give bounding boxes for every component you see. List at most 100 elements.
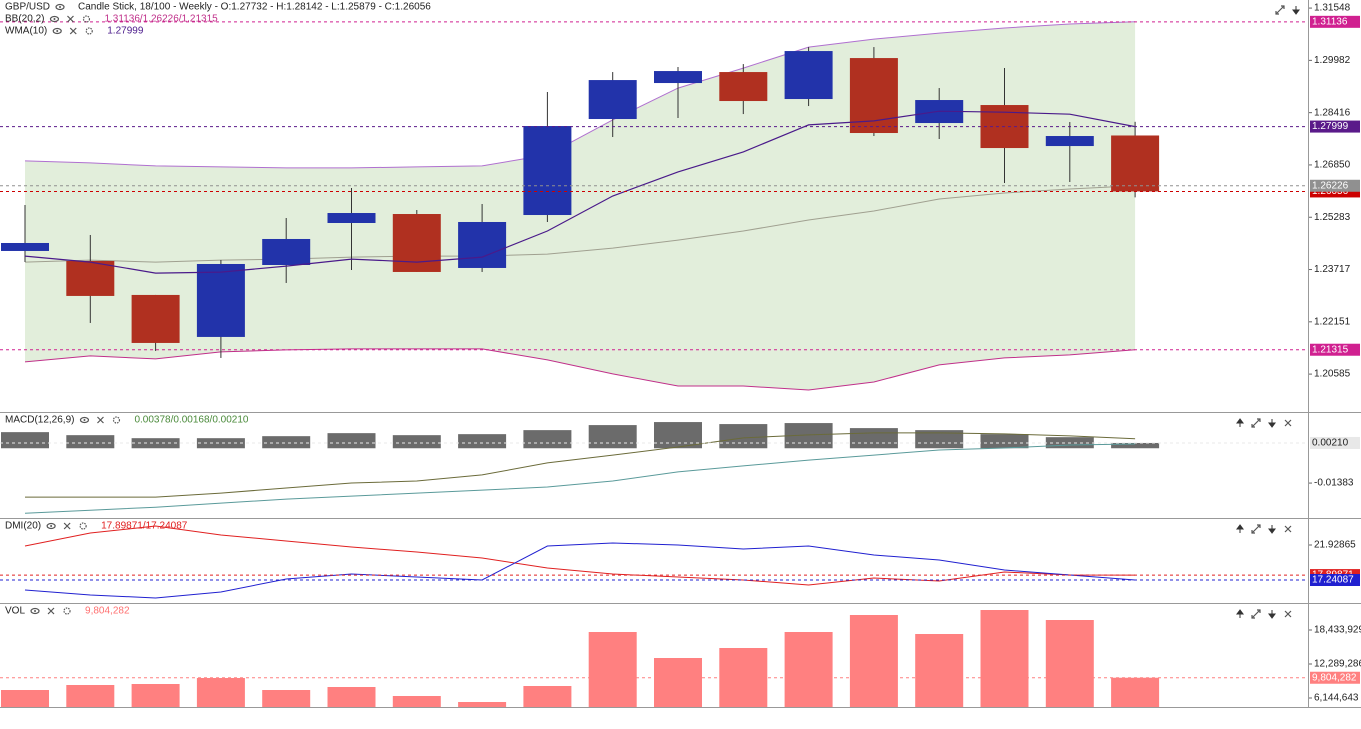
pane-label: DMI(20) <box>5 521 41 532</box>
up-shape <box>1236 609 1244 618</box>
volume-bar <box>327 686 376 707</box>
pane-value: 1.27999 <box>107 26 144 37</box>
y-tick-label: 1.25283 <box>1314 212 1351 223</box>
volume-bar <box>588 632 637 707</box>
candle-body <box>66 260 115 296</box>
histogram-bar <box>458 434 507 449</box>
icon-gear[interactable] <box>79 522 87 530</box>
y-tick-label: 18,433,929 <box>1314 625 1361 636</box>
pane-value: 1.31136/1.26226/1.21315 <box>104 14 218 25</box>
icon-close[interactable] <box>67 15 74 23</box>
histogram-bar <box>327 433 376 449</box>
marker-label: 9,804,282 <box>1312 672 1357 683</box>
eye-shape <box>79 416 90 424</box>
icon-expand[interactable] <box>1251 418 1261 428</box>
eye-pupil <box>34 610 37 612</box>
icon-down[interactable] <box>1268 419 1276 428</box>
icon-gear[interactable] <box>63 607 71 615</box>
icon-up[interactable] <box>1236 609 1244 618</box>
candle-body <box>327 213 376 223</box>
volume-bar <box>1045 620 1094 707</box>
candle-body <box>1045 136 1094 147</box>
volume-bar <box>392 696 441 707</box>
histogram-bar <box>849 428 898 449</box>
eye-shape <box>55 3 65 11</box>
down-shape <box>1268 419 1276 428</box>
close-shape <box>1284 610 1292 618</box>
marker-label: 1.21315 <box>1312 344 1349 355</box>
candle-body <box>392 214 441 272</box>
gear-shape <box>79 522 87 530</box>
volume-bar <box>523 686 572 707</box>
y-tick-label: 1.22151 <box>1314 316 1351 327</box>
icon-eye[interactable] <box>46 522 56 530</box>
expand-shape <box>1251 524 1261 534</box>
pane-label: VOL <box>5 606 25 617</box>
eye-pupil <box>53 18 56 20</box>
icon-close[interactable] <box>1284 525 1292 533</box>
icon-eye[interactable] <box>30 607 40 615</box>
y-tick-label: 6,144,643 <box>1314 693 1359 704</box>
icon-up[interactable] <box>1236 524 1244 533</box>
gear-shape <box>63 607 71 615</box>
volume-bar <box>196 678 245 707</box>
close-shape <box>1284 419 1292 427</box>
volume-bar <box>262 690 311 707</box>
histogram-bar <box>131 438 180 449</box>
gear-shape <box>82 15 91 23</box>
icon-close[interactable] <box>1284 610 1292 618</box>
pane-value: 17.89871/17.24087 <box>101 521 188 532</box>
icon-eye[interactable] <box>49 15 60 23</box>
marker-box <box>1310 343 1360 356</box>
volume-bar <box>131 683 180 707</box>
pane-label: MACD(12,26,9) <box>5 415 74 426</box>
candle-body <box>1 242 49 251</box>
icon-expand[interactable] <box>1275 5 1285 15</box>
histogram-bar <box>980 434 1029 449</box>
candle-body <box>262 238 311 265</box>
icon-expand[interactable] <box>1251 609 1261 619</box>
y-tick-label: 1.29982 <box>1314 55 1351 66</box>
close-shape <box>47 607 55 615</box>
marker-box <box>1310 573 1360 586</box>
icon-down[interactable] <box>1268 610 1276 619</box>
histogram-bar <box>1111 442 1160 449</box>
icon-eye[interactable] <box>52 27 62 35</box>
marker-label: 1.26226 <box>1312 180 1349 191</box>
icon-down[interactable] <box>1292 6 1300 15</box>
icon-close[interactable] <box>47 607 55 615</box>
volume-bar <box>1 690 49 707</box>
icon-expand[interactable] <box>1251 524 1261 534</box>
icon-gear[interactable] <box>82 15 91 23</box>
close-shape <box>69 27 77 35</box>
y-tick-label: 1.28416 <box>1314 107 1351 118</box>
icon-close[interactable] <box>97 416 104 424</box>
icon-down[interactable] <box>1268 525 1276 534</box>
indicator-line <box>24 185 1136 263</box>
pane-label: BB(20,2) <box>5 14 44 25</box>
candle-body <box>131 294 180 343</box>
marker-label: 1.27999 <box>1312 121 1349 132</box>
gear-shape <box>112 416 121 424</box>
icon-up[interactable] <box>1236 418 1244 427</box>
histogram-bar <box>588 425 637 449</box>
icon-close[interactable] <box>1284 419 1292 427</box>
icon-gear[interactable] <box>85 27 93 35</box>
indicator-line <box>24 21 1136 169</box>
icon-eye[interactable] <box>55 3 65 11</box>
expand-shape <box>1251 418 1261 428</box>
icon-eye[interactable] <box>79 416 90 424</box>
icon-gear[interactable] <box>112 416 121 424</box>
y-tick-label: 1.20585 <box>1314 369 1351 380</box>
up-shape <box>1236 418 1244 427</box>
eye-pupil <box>56 30 59 32</box>
icon-close[interactable] <box>69 27 77 35</box>
icon-close[interactable] <box>63 522 71 530</box>
indicator-line <box>24 348 1136 391</box>
pane-value: Candle Stick, 18/100 - Weekly - O:1.2773… <box>78 2 431 13</box>
volume-bar <box>915 634 964 707</box>
histogram-bar <box>719 424 768 449</box>
histogram-bar <box>66 435 115 449</box>
candle-body <box>654 71 702 84</box>
marker-box <box>1310 671 1360 684</box>
